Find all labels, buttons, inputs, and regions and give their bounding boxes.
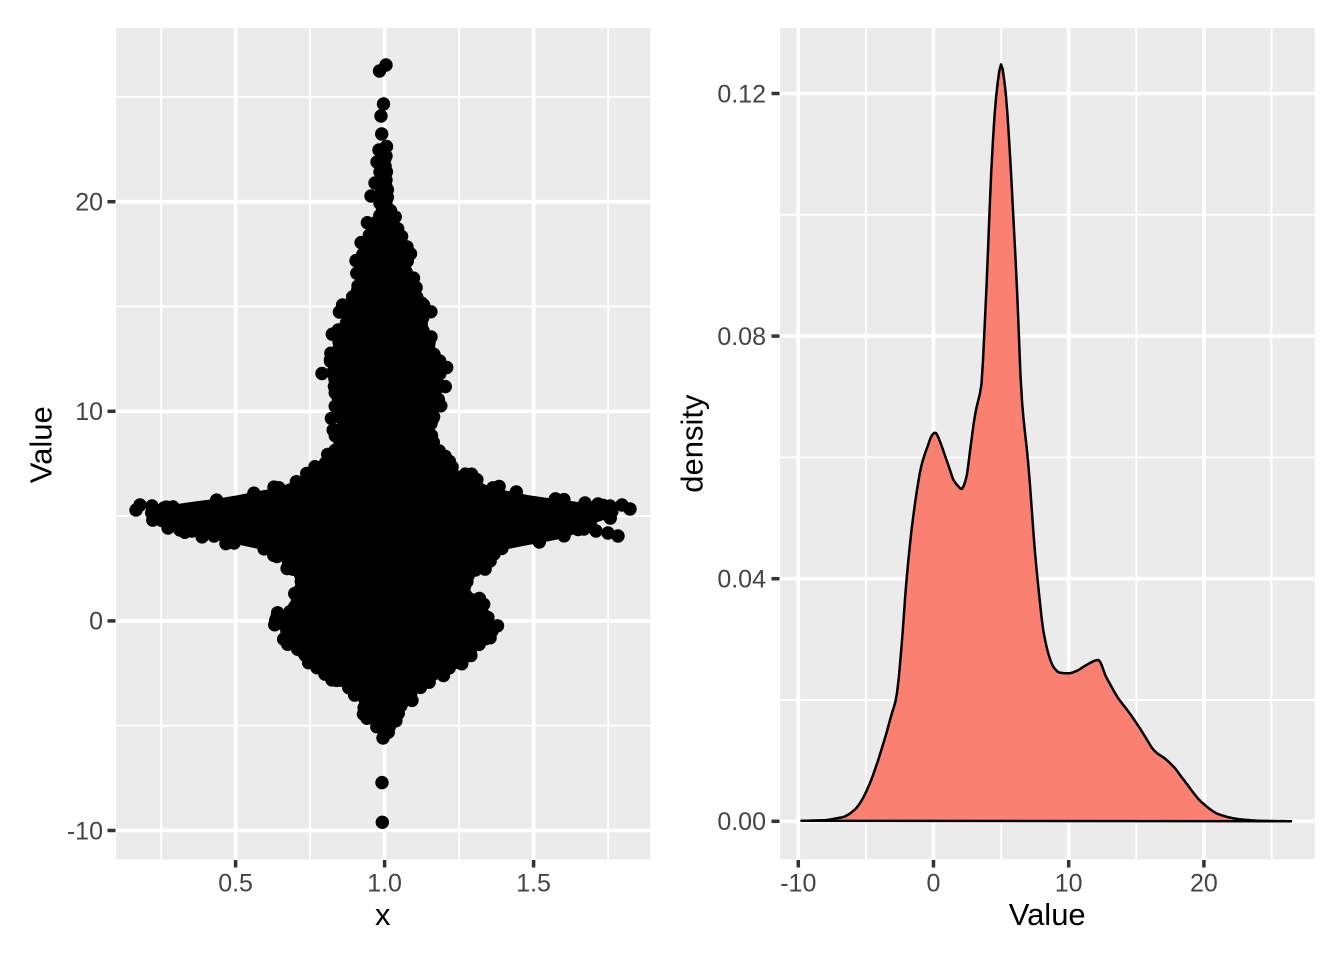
- svg-text:density: density: [675, 394, 710, 493]
- svg-text:0.04: 0.04: [717, 566, 766, 594]
- svg-text:10: 10: [75, 398, 103, 426]
- svg-text:0.12: 0.12: [717, 80, 766, 108]
- svg-text:20: 20: [75, 189, 103, 217]
- svg-text:1.0: 1.0: [367, 870, 402, 898]
- svg-text:0.00: 0.00: [717, 808, 766, 836]
- svg-text:0.5: 0.5: [218, 870, 253, 898]
- svg-text:-10: -10: [780, 870, 816, 898]
- svg-text:10: 10: [1055, 870, 1083, 898]
- svg-text:-10: -10: [67, 817, 103, 845]
- svg-text:Value: Value: [24, 406, 59, 483]
- svg-text:1.5: 1.5: [516, 870, 551, 898]
- svg-text:0: 0: [89, 608, 103, 636]
- svg-text:Value: Value: [1009, 897, 1086, 932]
- svg-text:0: 0: [927, 870, 941, 898]
- svg-text:0.08: 0.08: [717, 323, 766, 351]
- svg-text:x: x: [375, 897, 391, 932]
- svg-text:20: 20: [1190, 870, 1218, 898]
